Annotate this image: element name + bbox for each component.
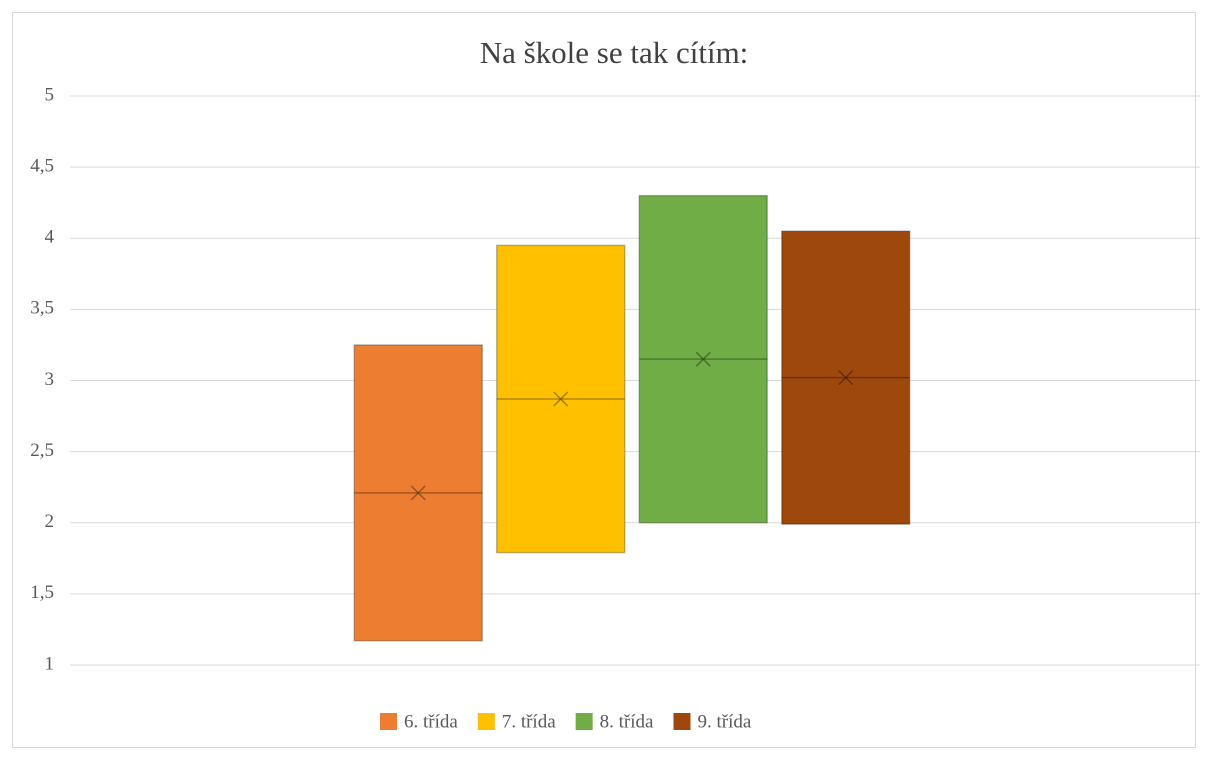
box [496,244,626,554]
legend-label: 8. třída [600,711,654,732]
y-tick-label: 4,5 [30,155,54,176]
y-tick-label: 1,5 [30,582,54,603]
legend-swatch [380,713,397,730]
chart-title: Na škole se tak cítím: [480,35,749,70]
box [781,230,911,525]
y-tick-label: 1 [45,653,55,674]
box [353,344,483,642]
mean-marker [410,485,426,501]
mean-marker [695,351,711,367]
y-tick-label: 3,5 [30,298,54,319]
legend-label: 6. třída [404,711,458,732]
y-tick-label: 5 [45,84,55,105]
legend-swatch [673,713,691,730]
legend-label: 9. třída [697,711,751,732]
y-tick-label: 4 [45,227,55,248]
box [638,194,768,524]
mean-marker [838,370,854,386]
y-tick-label: 2,5 [30,440,54,461]
mean-marker [553,391,569,407]
y-tick-label: 2 [45,511,55,532]
legend-swatch [477,713,495,730]
y-tick-label: 3 [45,369,55,390]
legend-swatch [575,713,593,730]
legend-label: 7. třída [502,711,556,732]
